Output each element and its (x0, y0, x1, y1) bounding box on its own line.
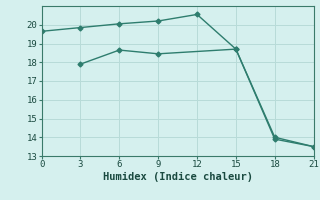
X-axis label: Humidex (Indice chaleur): Humidex (Indice chaleur) (103, 172, 252, 182)
